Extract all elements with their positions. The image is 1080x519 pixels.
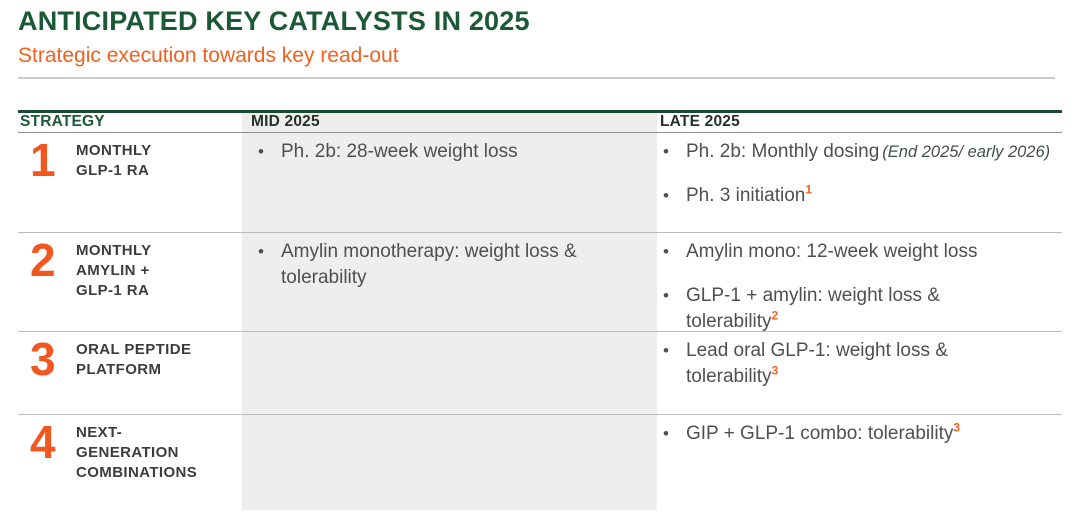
bullet-text-line: Ph. 3 initiation1	[686, 183, 1056, 209]
mid-2025-cell: • Amylin monotherapy: weight loss & tolera…	[242, 233, 657, 353]
bullet-text: Amylin mono: 12-week weight loss	[686, 239, 1056, 265]
row-number: 4	[30, 416, 56, 468]
row-number: 1	[30, 134, 56, 186]
strategy-label: MONTHLY GLP-1 RA	[76, 139, 152, 181]
timing-note: (End 2025/ early 2026)	[882, 143, 1051, 161]
table-row: 2 MONTHLY AMYLIN + GLP-1 RA • Amylin monother…	[18, 233, 1062, 332]
mid-2025-cell	[242, 332, 657, 414]
strategy-label-line: NEXT-	[76, 424, 123, 441]
strategy-label-line: MONTHLY	[76, 242, 152, 259]
footnote-ref: 3	[953, 420, 961, 435]
bullet-text-segment: tolerability	[686, 311, 772, 332]
footnote-ref: 3	[771, 363, 779, 378]
footnote-ref: 1	[805, 182, 813, 197]
bullet-item: • Ph. 2b: 28-week weight loss	[255, 139, 647, 165]
bullet-icon: •	[663, 142, 669, 161]
strategy-label-line: GLP-1 RA	[76, 282, 150, 299]
bullet-text-line: tolerability2	[686, 309, 1056, 335]
bullet-icon: •	[663, 186, 669, 205]
bullet-text-line: tolerability3	[686, 364, 1056, 390]
row-number: 3	[30, 333, 56, 385]
bullet-item: • Ph. 3 initiation1	[660, 183, 1056, 209]
page-title: ANTICIPATED KEY CATALYSTS IN 2025	[18, 6, 530, 36]
bullet-text-segment: GIP + GLP-1 combo: tolerability	[686, 423, 954, 444]
page-subtitle: Strategic execution towards key read-out	[18, 44, 399, 67]
bullet-text: GIP + GLP-1 combo: tolerability3	[686, 421, 1056, 447]
strategy-cell: 1 MONTHLY GLP-1 RA	[18, 133, 242, 232]
mid-2025-cell	[242, 415, 657, 510]
strategy-cell: 4 NEXT- GENERATION COMBINATIONS	[18, 415, 242, 510]
strategy-label: ORAL PEPTIDE PLATFORM	[76, 338, 191, 380]
bullet-icon: •	[663, 286, 669, 305]
bullet-icon: •	[663, 242, 669, 261]
late-2025-cell: • Amylin mono: 12-week weight loss • GLP-1 …	[657, 233, 1062, 353]
bullet-item: • GIP + GLP-1 combo: tolerability3	[660, 421, 1056, 447]
bullet-item: • Amylin mono: 12-week weight loss	[660, 239, 1056, 265]
table-row: 4 NEXT- GENERATION COMBINATIONS • GIP + GLP-1…	[18, 415, 1062, 510]
column-header-strategy: STRATEGY	[20, 113, 105, 130]
catalysts-table: STRATEGY MID 2025 LATE 2025 1 MONTHLY GLP-…	[18, 110, 1062, 510]
strategy-label: MONTHLY AMYLIN + GLP-1 RA	[76, 239, 152, 301]
strategy-label-line: COMBINATIONS	[76, 464, 198, 481]
bullet-text: Ph. 2b: 28-week weight loss	[281, 139, 647, 165]
bullet-item: • Lead oral GLP-1: weight loss & tolerabil…	[660, 338, 1056, 390]
table-body: 1 MONTHLY GLP-1 RA • Ph. 2b: 28-week weight …	[18, 133, 1062, 510]
bullet-text-line: Amylin mono: 12-week weight loss	[686, 239, 1056, 265]
bullet-text: Lead oral GLP-1: weight loss & tolerabili…	[686, 338, 1056, 390]
strategy-label-line: GENERATION	[76, 444, 179, 461]
bullet-text-segment: tolerability	[686, 366, 772, 387]
table-header-row: STRATEGY MID 2025 LATE 2025	[18, 113, 1062, 133]
bullet-icon: •	[258, 242, 264, 261]
strategy-label-line: MONTHLY	[76, 142, 152, 159]
mid-2025-cell: • Ph. 2b: 28-week weight loss	[242, 133, 657, 232]
bullet-icon: •	[663, 424, 669, 443]
bullet-text: Amylin monotherapy: weight loss & tolerab…	[281, 239, 647, 291]
table-row: 3 ORAL PEPTIDE PLATFORM • Lead oral GLP-1: w…	[18, 332, 1062, 415]
strategy-cell: 3 ORAL PEPTIDE PLATFORM	[18, 332, 242, 414]
row-number: 2	[30, 234, 56, 286]
bullet-text: GLP-1 + amylin: weight loss & tolerabilit…	[686, 283, 1056, 335]
bullet-text-segment: tolerability	[281, 267, 367, 288]
late-2025-cell: • GIP + GLP-1 combo: tolerability3	[657, 415, 1062, 510]
strategy-label: NEXT- GENERATION COMBINATIONS	[76, 421, 197, 483]
bullet-icon: •	[258, 142, 264, 161]
bullet-text-segment: Ph. 2b: Monthly dosing	[686, 141, 880, 162]
strategy-label-line: GLP-1 RA	[76, 162, 150, 179]
column-header-late-2025: LATE 2025	[660, 113, 740, 130]
table-top-bar	[18, 110, 1062, 113]
bullet-text-segment: Ph. 2b: 28-week weight loss	[281, 141, 518, 162]
table-row: 1 MONTHLY GLP-1 RA • Ph. 2b: 28-week weight …	[18, 133, 1062, 233]
bullet-text-line: Lead oral GLP-1: weight loss &	[686, 338, 1056, 364]
strategy-cell: 2 MONTHLY AMYLIN + GLP-1 RA	[18, 233, 242, 353]
bullet-text: Ph. 2b: Monthly dosing (End 2025/ early 2…	[686, 139, 1056, 165]
bullet-text-line: Ph. 2b: 28-week weight loss	[281, 139, 647, 165]
bullet-text-line: tolerability	[281, 265, 647, 291]
bullet-item: • Amylin monotherapy: weight loss & tolera…	[255, 239, 647, 291]
bullet-text-segment: GLP-1 + amylin: weight loss &	[686, 285, 940, 306]
bullet-item: • Ph. 2b: Monthly dosing (End 2025/ early …	[660, 139, 1056, 165]
bullet-text-segment: Amylin mono: 12-week weight loss	[686, 241, 978, 262]
strategy-label-line: PLATFORM	[76, 361, 162, 378]
late-2025-cell: • Ph. 2b: Monthly dosing (End 2025/ early …	[657, 133, 1062, 232]
bullet-icon: •	[663, 341, 669, 360]
late-2025-cell: • Lead oral GLP-1: weight loss & tolerabil…	[657, 332, 1062, 414]
column-header-mid-2025: MID 2025	[251, 113, 320, 130]
footnote-ref: 2	[771, 308, 779, 323]
bullet-text-segment: Ph. 3 initiation	[686, 185, 806, 206]
bullet-text-line: GIP + GLP-1 combo: tolerability3	[686, 421, 1056, 447]
bullet-text-segment: Amylin monotherapy: weight loss &	[281, 241, 577, 262]
bullet-text-line: Ph. 2b: Monthly dosing (End 2025/ early 2…	[686, 139, 1056, 165]
bullet-text-segment: Lead oral GLP-1: weight loss &	[686, 340, 948, 361]
bullet-text-line: Amylin monotherapy: weight loss &	[281, 239, 647, 265]
bullet-item: • GLP-1 + amylin: weight loss & tolerabili…	[660, 283, 1056, 335]
strategy-label-line: AMYLIN +	[76, 262, 150, 279]
strategy-label-line: ORAL PEPTIDE	[76, 341, 192, 358]
mid-column-background	[242, 113, 657, 510]
header-divider	[18, 77, 1055, 79]
bullet-text-line: GLP-1 + amylin: weight loss &	[686, 283, 1056, 309]
bullet-text: Ph. 3 initiation1	[686, 183, 1056, 209]
